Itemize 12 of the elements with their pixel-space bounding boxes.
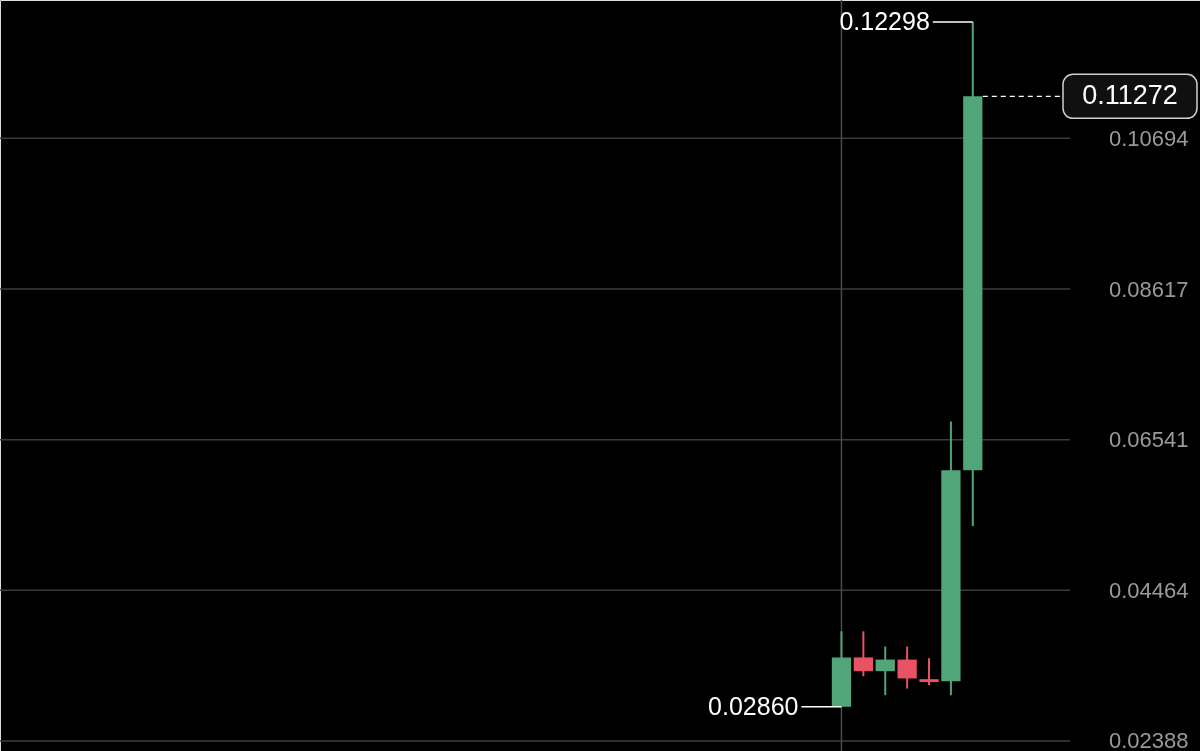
y-tick-label: 0.10694 (1108, 125, 1189, 151)
candlestick (897, 645, 917, 690)
annotation: 0.12298 (839, 6, 930, 35)
annotation: 0.02860 (708, 691, 799, 720)
y-tick-label: 0.08617 (1108, 276, 1189, 302)
candlestick (919, 657, 939, 686)
y-tick-label: 0.04464 (1108, 577, 1189, 603)
ref-line-label: 0.11272 (1082, 80, 1178, 111)
y-tick-label: 0.02388 (1108, 728, 1189, 751)
y-tick-label: 0.06541 (1108, 427, 1189, 453)
candlestick (853, 630, 873, 678)
candlestick (875, 645, 895, 697)
